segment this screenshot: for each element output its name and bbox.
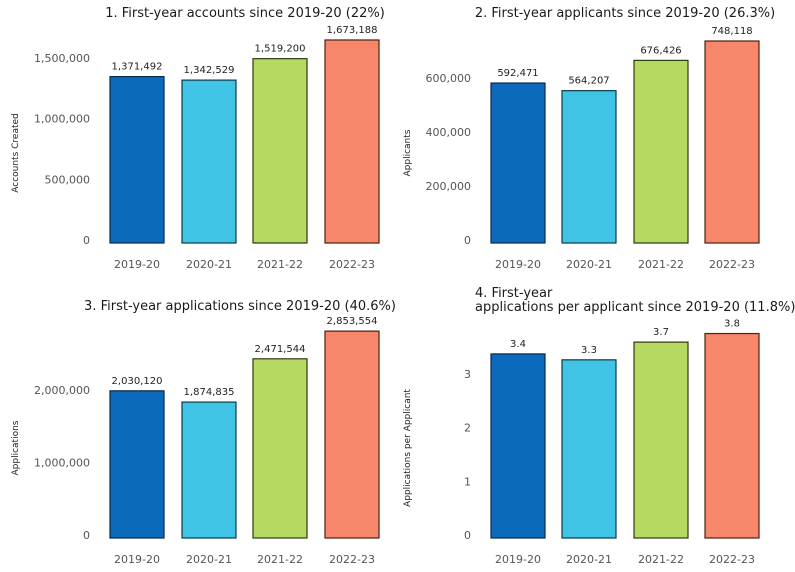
bar-2021-22 (252, 58, 308, 244)
x-tick-label: 2019-20 (495, 553, 541, 566)
data-label: 1,519,200 (255, 44, 306, 55)
y-tick-label: 1,000,000 (34, 113, 90, 126)
data-label: 2,030,120 (112, 376, 163, 387)
y-axis-label: Applications per Applicant (403, 389, 413, 507)
bar-2021-22 (252, 358, 308, 539)
data-label: 676,426 (640, 45, 681, 56)
y-axis-label: Applications (11, 420, 21, 475)
bar-2019-20 (490, 353, 546, 539)
x-tick-label: 2019-20 (495, 258, 541, 271)
bar-2020-21 (561, 90, 617, 244)
y-tick-label: 2 (464, 422, 471, 435)
y-tick-label: 0 (464, 529, 471, 542)
x-tick-label: 2022-23 (709, 553, 755, 566)
x-tick-label: 2022-23 (329, 553, 375, 566)
y-axis-label: Accounts Created (11, 113, 21, 193)
data-label: 3.7 (653, 327, 669, 338)
panel-title: 3. First-year applications since 2019-20… (84, 299, 396, 314)
y-tick-label: 200,000 (426, 180, 472, 193)
x-tick-label: 2019-20 (114, 258, 160, 271)
data-label: 1,342,529 (184, 65, 235, 76)
x-tick-label: 2022-23 (709, 258, 755, 271)
y-tick-label: 1,000,000 (34, 457, 90, 470)
data-label: 3.4 (510, 339, 526, 350)
panel-title: 4. First-year (475, 286, 553, 301)
x-tick-label: 2021-22 (638, 258, 684, 271)
bar-2022-23 (704, 40, 760, 244)
y-axis-label: Applicants (403, 129, 413, 176)
data-label: 1,874,835 (184, 387, 235, 398)
y-tick-label: 2,000,000 (34, 384, 90, 397)
y-tick-label: 0 (83, 234, 90, 247)
bar-2022-23 (324, 39, 380, 244)
data-label: 2,471,544 (255, 344, 306, 355)
data-label: 748,118 (711, 26, 752, 37)
data-label: 564,207 (568, 76, 609, 87)
panel-title: applications per applicant since 2019-20… (475, 300, 795, 315)
data-label: 3.8 (724, 319, 740, 330)
y-tick-label: 0 (464, 234, 471, 247)
x-tick-label: 2020-21 (186, 553, 232, 566)
bar-2020-21 (181, 79, 237, 244)
x-tick-label: 2019-20 (114, 553, 160, 566)
bar-2022-23 (704, 332, 760, 539)
y-tick-label: 400,000 (426, 126, 472, 139)
y-tick-label: 1 (464, 475, 471, 488)
bar-2019-20 (109, 390, 165, 539)
x-tick-label: 2021-22 (638, 553, 684, 566)
data-label: 2,853,554 (327, 316, 378, 327)
y-tick-label: 0 (83, 529, 90, 542)
y-tick-label: 3 (464, 368, 471, 381)
x-tick-label: 2020-21 (566, 258, 612, 271)
bar-2020-21 (561, 359, 617, 539)
y-tick-label: 500,000 (45, 173, 91, 186)
data-label: 1,371,492 (112, 62, 163, 73)
panel-title: 2. First-year applicants since 2019-20 (… (475, 6, 775, 21)
bar-2019-20 (109, 75, 165, 244)
bar-2020-21 (181, 401, 237, 539)
data-label: 1,673,188 (327, 25, 378, 36)
data-label: 3.3 (581, 345, 597, 356)
x-tick-label: 2020-21 (186, 258, 232, 271)
y-tick-label: 600,000 (426, 72, 472, 85)
bar-2022-23 (324, 330, 380, 539)
x-tick-label: 2020-21 (566, 553, 612, 566)
x-tick-label: 2021-22 (257, 553, 303, 566)
bar-2021-22 (633, 59, 689, 244)
x-tick-label: 2021-22 (257, 258, 303, 271)
panel-title: 1. First-year accounts since 2019-20 (22… (105, 6, 385, 21)
data-label: 592,471 (497, 68, 538, 79)
x-tick-label: 2022-23 (329, 258, 375, 271)
bar-2019-20 (490, 82, 546, 244)
y-tick-label: 1,500,000 (34, 52, 90, 65)
bar-2021-22 (633, 341, 689, 539)
